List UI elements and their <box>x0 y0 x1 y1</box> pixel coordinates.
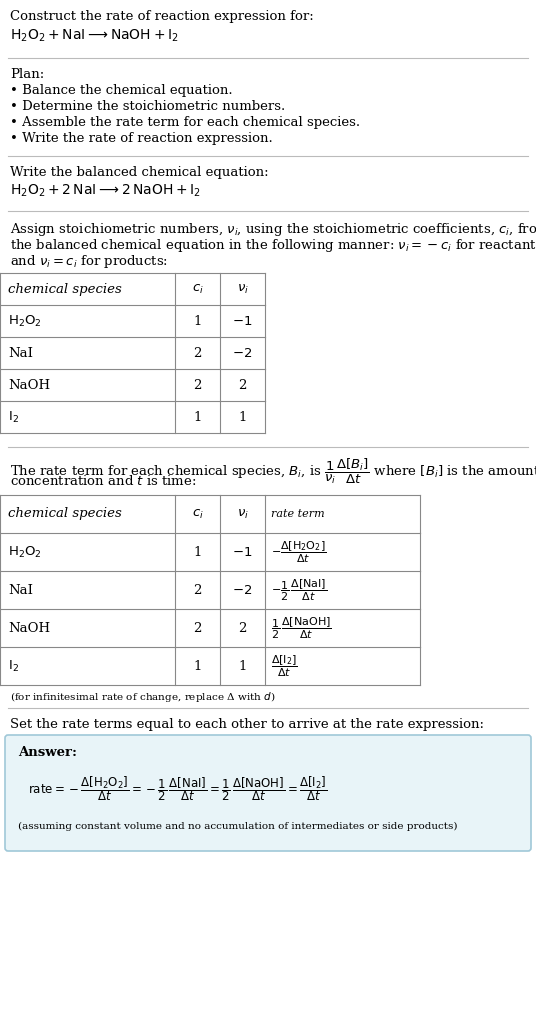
Text: chemical species: chemical species <box>8 283 122 295</box>
Text: NaOH: NaOH <box>8 379 50 392</box>
Text: (for infinitesimal rate of change, replace Δ with $d$): (for infinitesimal rate of change, repla… <box>10 690 276 704</box>
Text: $\nu_i$: $\nu_i$ <box>236 282 249 295</box>
Text: • Assemble the rate term for each chemical species.: • Assemble the rate term for each chemic… <box>10 116 360 129</box>
Text: $\dfrac{1}{2}\,\dfrac{\Delta[\mathrm{NaOH}]}{\Delta t}$: $\dfrac{1}{2}\,\dfrac{\Delta[\mathrm{NaO… <box>271 615 332 640</box>
Text: $\nu_i$: $\nu_i$ <box>236 507 249 520</box>
Text: 1: 1 <box>193 546 202 559</box>
Text: NaOH: NaOH <box>8 622 50 634</box>
Text: NaI: NaI <box>8 346 33 359</box>
Text: $\mathrm{H_2O_2}$: $\mathrm{H_2O_2}$ <box>8 545 42 560</box>
Text: Set the rate terms equal to each other to arrive at the rate expression:: Set the rate terms equal to each other t… <box>10 718 484 731</box>
Text: 2: 2 <box>239 379 247 392</box>
Text: concentration and $t$ is time:: concentration and $t$ is time: <box>10 474 197 488</box>
Text: 1: 1 <box>239 410 247 423</box>
Text: 2: 2 <box>193 379 202 392</box>
Text: • Determine the stoichiometric numbers.: • Determine the stoichiometric numbers. <box>10 100 285 113</box>
Text: $\mathrm{H_2O_2 + NaI \longrightarrow NaOH + I_2}$: $\mathrm{H_2O_2 + NaI \longrightarrow Na… <box>10 29 179 45</box>
Text: $\mathrm{I_2}$: $\mathrm{I_2}$ <box>8 659 19 674</box>
Text: the balanced chemical equation in the following manner: $\nu_i = -c_i$ for react: the balanced chemical equation in the fo… <box>10 237 536 254</box>
Text: Construct the rate of reaction expression for:: Construct the rate of reaction expressio… <box>10 10 314 23</box>
Text: $-1$: $-1$ <box>232 315 252 328</box>
Text: $\mathrm{I_2}$: $\mathrm{I_2}$ <box>8 409 19 425</box>
Text: 1: 1 <box>239 660 247 673</box>
Text: NaI: NaI <box>8 583 33 597</box>
Text: $-2$: $-2$ <box>233 583 252 597</box>
Text: chemical species: chemical species <box>8 508 122 520</box>
Text: (assuming constant volume and no accumulation of intermediates or side products): (assuming constant volume and no accumul… <box>18 822 458 831</box>
Text: $c_i$: $c_i$ <box>191 507 203 520</box>
Text: 2: 2 <box>193 583 202 597</box>
Text: $c_i$: $c_i$ <box>191 282 203 295</box>
Text: $-\dfrac{\Delta[\mathrm{H_2O_2}]}{\Delta t}$: $-\dfrac{\Delta[\mathrm{H_2O_2}]}{\Delta… <box>271 540 326 565</box>
Text: $\mathrm{H_2O_2}$: $\mathrm{H_2O_2}$ <box>8 314 42 329</box>
Text: $-2$: $-2$ <box>233 346 252 359</box>
Text: 1: 1 <box>193 410 202 423</box>
Text: $\dfrac{\Delta[\mathrm{I_2}]}{\Delta t}$: $\dfrac{\Delta[\mathrm{I_2}]}{\Delta t}$ <box>271 654 298 679</box>
Text: • Balance the chemical equation.: • Balance the chemical equation. <box>10 84 233 97</box>
Text: 1: 1 <box>193 315 202 328</box>
Text: Assign stoichiometric numbers, $\nu_i$, using the stoichiometric coefficients, $: Assign stoichiometric numbers, $\nu_i$, … <box>10 221 536 238</box>
Text: Write the balanced chemical equation:: Write the balanced chemical equation: <box>10 166 269 179</box>
Text: and $\nu_i = c_i$ for products:: and $\nu_i = c_i$ for products: <box>10 253 168 270</box>
Text: 1: 1 <box>193 660 202 673</box>
Text: $-\dfrac{1}{2}\,\dfrac{\Delta[\mathrm{NaI}]}{\Delta t}$: $-\dfrac{1}{2}\,\dfrac{\Delta[\mathrm{Na… <box>271 577 327 603</box>
Text: rate term: rate term <box>271 509 325 519</box>
Text: $-1$: $-1$ <box>232 546 252 559</box>
Text: • Write the rate of reaction expression.: • Write the rate of reaction expression. <box>10 132 273 145</box>
Text: $\mathrm{rate} = -\dfrac{\Delta[\mathrm{H_2O_2}]}{\Delta t} = -\dfrac{1}{2}\,\df: $\mathrm{rate} = -\dfrac{\Delta[\mathrm{… <box>28 774 327 803</box>
Text: The rate term for each chemical species, $B_i$, is $\dfrac{1}{\nu_i}\dfrac{\Delt: The rate term for each chemical species,… <box>10 457 536 487</box>
Text: $\mathrm{H_2O_2 + 2\,NaI \longrightarrow 2\,NaOH + I_2}$: $\mathrm{H_2O_2 + 2\,NaI \longrightarrow… <box>10 183 201 200</box>
Text: 2: 2 <box>193 622 202 634</box>
FancyBboxPatch shape <box>5 735 531 851</box>
Text: Plan:: Plan: <box>10 68 44 81</box>
Text: 2: 2 <box>193 346 202 359</box>
Text: Answer:: Answer: <box>18 746 77 759</box>
Text: 2: 2 <box>239 622 247 634</box>
